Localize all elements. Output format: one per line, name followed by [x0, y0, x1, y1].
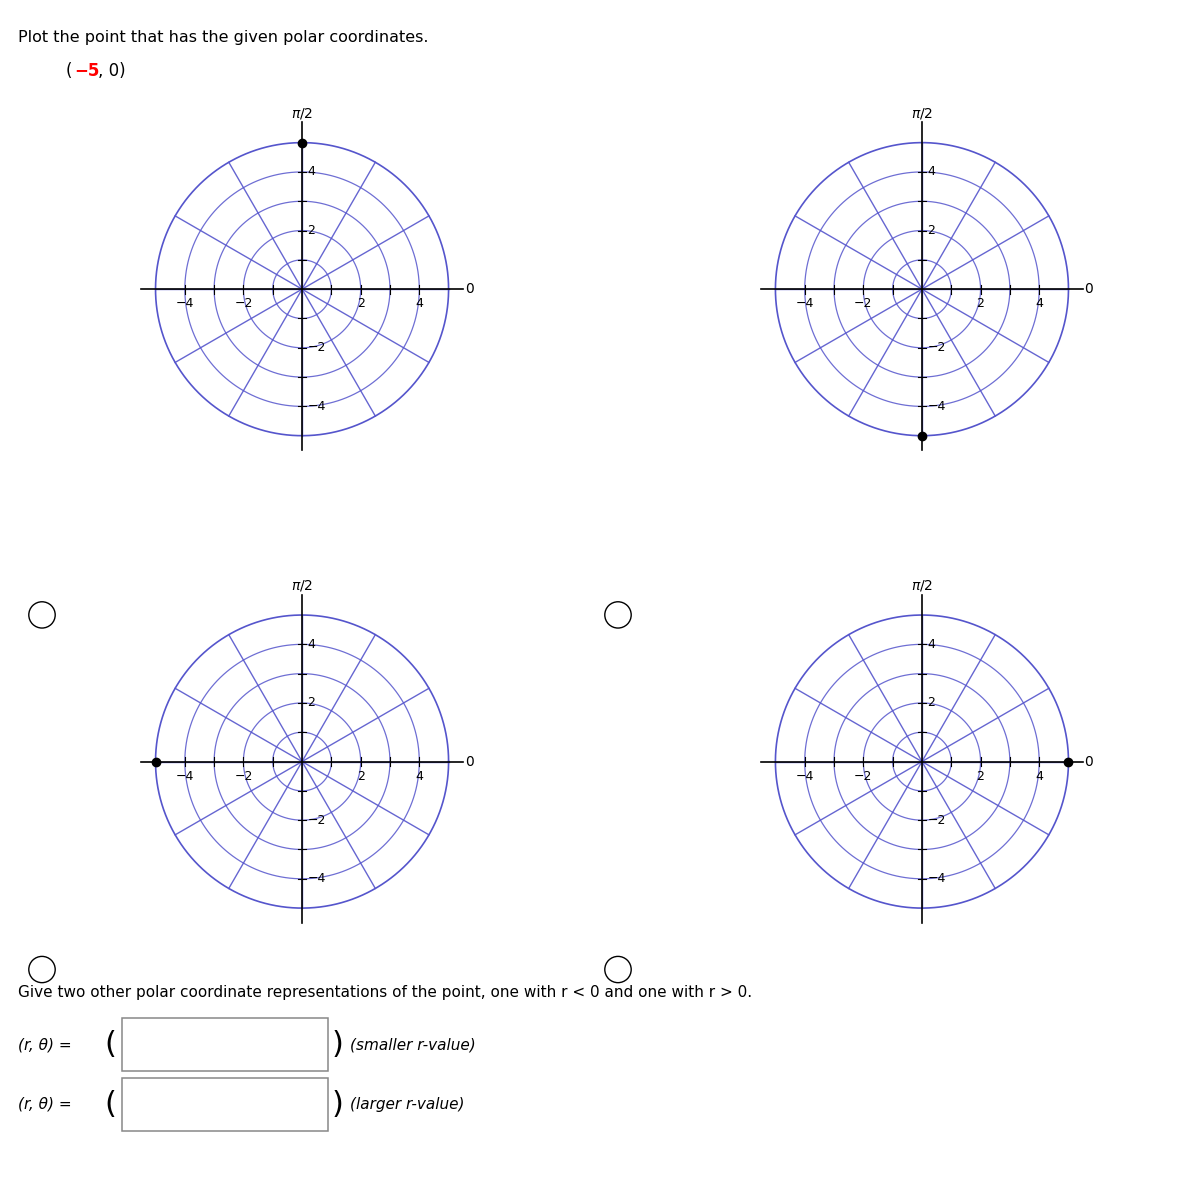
Text: $\pi$/2: $\pi$/2 [911, 578, 932, 593]
Text: −4: −4 [796, 770, 814, 783]
Text: (: ( [104, 1090, 116, 1119]
Text: 2: 2 [977, 297, 984, 310]
Text: 4: 4 [1036, 770, 1043, 783]
Text: −2: −2 [928, 813, 946, 826]
Text: 2: 2 [977, 770, 984, 783]
Text: 4: 4 [928, 166, 935, 178]
Text: (r, θ) =: (r, θ) = [18, 1038, 72, 1052]
Text: 4: 4 [928, 638, 935, 651]
Text: −4: −4 [928, 400, 946, 413]
Text: (r, θ) =: (r, θ) = [18, 1097, 72, 1112]
Text: $\pi$/2: $\pi$/2 [292, 578, 313, 593]
Text: −2: −2 [234, 770, 253, 783]
Text: 2: 2 [928, 224, 935, 238]
Text: −4: −4 [307, 873, 325, 885]
Text: Plot the point that has the given polar coordinates.: Plot the point that has the given polar … [18, 30, 428, 45]
Text: −2: −2 [307, 341, 325, 355]
Text: −4: −4 [796, 297, 814, 310]
Text: (smaller r-value): (smaller r-value) [350, 1038, 476, 1052]
Text: 4: 4 [307, 166, 316, 178]
Text: ): ) [331, 1090, 343, 1119]
Text: −5: −5 [74, 62, 100, 80]
Text: −2: −2 [234, 297, 253, 310]
Text: 0: 0 [1085, 282, 1093, 296]
Text: 4: 4 [1036, 297, 1043, 310]
Text: 2: 2 [307, 696, 316, 709]
Text: $\pi$/2: $\pi$/2 [911, 105, 932, 121]
Text: 2: 2 [928, 696, 935, 709]
Text: $\pi$/2: $\pi$/2 [292, 105, 313, 121]
Text: 0: 0 [1085, 755, 1093, 769]
Text: −4: −4 [175, 297, 194, 310]
Text: 4: 4 [307, 638, 316, 651]
Text: Give two other polar coordinate representations of the point, one with r < 0 and: Give two other polar coordinate represen… [18, 985, 752, 1001]
Text: 0: 0 [464, 282, 474, 296]
Text: 0: 0 [464, 755, 474, 769]
Text: 4: 4 [415, 297, 424, 310]
Text: −2: −2 [854, 770, 872, 783]
Text: −4: −4 [928, 873, 946, 885]
Text: 2: 2 [356, 297, 365, 310]
Text: (: ( [66, 62, 72, 80]
Text: −2: −2 [854, 297, 872, 310]
Text: −4: −4 [175, 770, 194, 783]
Text: ): ) [331, 1030, 343, 1059]
Text: −2: −2 [307, 813, 325, 826]
Text: 4: 4 [415, 770, 424, 783]
Text: 2: 2 [307, 224, 316, 238]
Text: (larger r-value): (larger r-value) [350, 1097, 464, 1112]
Text: (: ( [104, 1030, 116, 1059]
Text: 2: 2 [356, 770, 365, 783]
Text: −2: −2 [928, 341, 946, 355]
Text: , 0): , 0) [98, 62, 126, 80]
Text: −4: −4 [307, 400, 325, 413]
